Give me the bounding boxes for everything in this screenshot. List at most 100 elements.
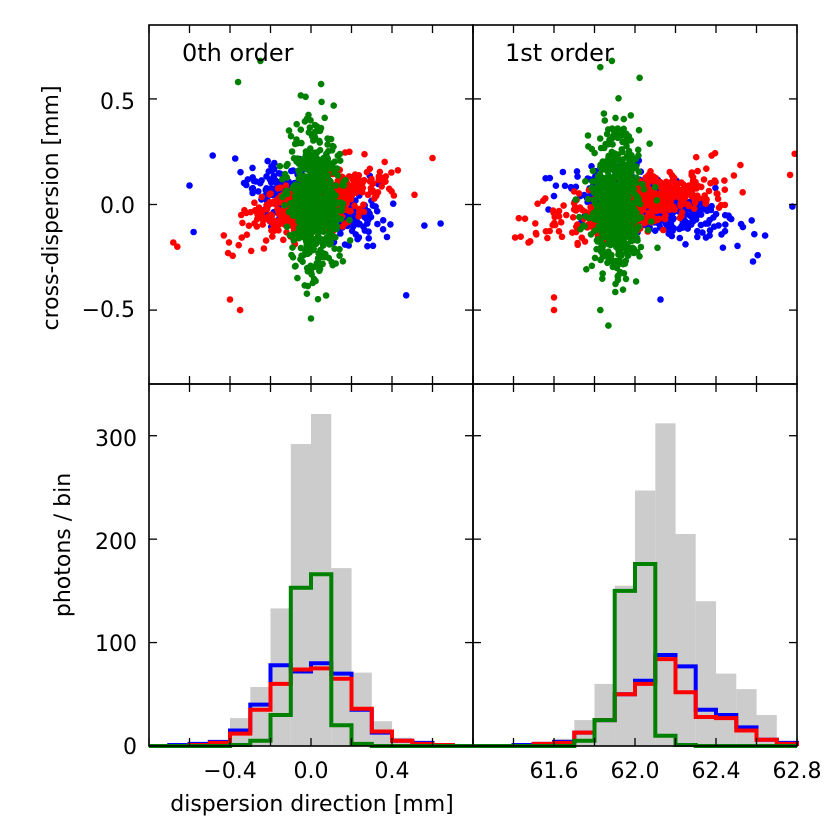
scatter-point-red [657, 183, 665, 191]
scatter-point-green [596, 135, 604, 142]
scatter-point-blue [374, 220, 381, 228]
scatter-point-blue [574, 173, 581, 180]
scatter-point-red [707, 179, 714, 187]
scatter-point-green [281, 202, 289, 209]
ytick-label-top: −0.5 [82, 298, 135, 323]
scatter-point-green [608, 57, 616, 65]
scatter-point-blue [379, 226, 387, 233]
scatter-point-green [614, 125, 621, 132]
scatter-point-red [266, 191, 273, 198]
scatter-point-green [336, 157, 344, 164]
scatter-point-green [314, 254, 322, 262]
scatter-point-green [654, 244, 661, 252]
scatter-point-green [623, 139, 630, 147]
scatter-point-red [251, 207, 259, 214]
scatter-point-green [634, 146, 642, 154]
scatter-point-green [323, 213, 331, 220]
scatter-point-blue [365, 235, 373, 242]
scatter-point-green [604, 126, 612, 133]
scatter-point-red [680, 181, 687, 188]
scatter-point-green [604, 259, 611, 267]
histogram-bar-total [736, 689, 757, 746]
scatter-point-green [589, 167, 597, 175]
scatter-point-green [288, 148, 296, 155]
xtick-label-0th: −0.4 [203, 759, 256, 784]
scatter-point-green [301, 178, 309, 186]
ytick-label-bottom: 0 [123, 735, 137, 760]
scatter-point-green [306, 220, 314, 227]
scatter-point-green [303, 212, 311, 219]
scatter-point-red [670, 174, 678, 182]
xtick-label-0th: 0.4 [375, 759, 410, 784]
scatter-point-red [715, 204, 723, 211]
scatter-point-red [695, 195, 702, 202]
scatter-point-red [542, 195, 549, 202]
scatter-point-green [577, 225, 584, 233]
scatter-point-green [330, 165, 338, 172]
scatter-point-green [635, 126, 643, 134]
scatter-point-green [619, 168, 626, 176]
scatter-point-green [311, 128, 319, 136]
scatter-point-blue [337, 230, 344, 237]
scatter-point-red [360, 201, 367, 208]
scatter-point-green [619, 286, 627, 294]
scatter-point-red [692, 153, 700, 161]
scatter-point-green [303, 148, 311, 156]
scatter-point-green [613, 264, 621, 272]
scatter-point-red [341, 220, 349, 227]
scatter-point-green [295, 234, 303, 242]
scatter-point-red [274, 205, 281, 213]
scatter-point-red [532, 229, 540, 237]
scatter-point-red [542, 228, 550, 235]
scatter-point-red [239, 219, 246, 227]
scatter-point-green [600, 194, 608, 202]
scatter-point-red [260, 245, 268, 252]
scatter-point-green [597, 63, 604, 71]
title-0th-order: 0th order [182, 39, 294, 67]
xtick-label-0th: 0.0 [294, 759, 329, 784]
scatter-point-blue [387, 221, 394, 228]
scatter-point-blue [651, 227, 659, 234]
scatter-point-green [615, 95, 622, 102]
scatter-point-green [310, 163, 318, 171]
scatter-point-green [314, 295, 322, 303]
scatter-point-green [584, 195, 592, 203]
ylabel-photons-per-bin: photons / bin [51, 473, 76, 617]
scatter-point-blue [268, 179, 275, 186]
scatter-point-green [291, 263, 299, 270]
scatter-point-green [615, 174, 623, 181]
scatter-point-green [324, 141, 331, 148]
scatter-point-green [298, 217, 305, 225]
scatter-point-green [599, 228, 607, 236]
scatter-point-green [632, 278, 640, 285]
scatter-point-green [302, 237, 310, 245]
scatter-point-green [346, 216, 353, 224]
scatter-point-red [361, 150, 368, 158]
histogram-bar-total [311, 414, 332, 746]
scatter-point-green [304, 158, 311, 165]
scatter-point-red [666, 168, 674, 176]
scatter-point-green [338, 207, 345, 214]
scatter-point-green [313, 172, 321, 179]
scatter-point-red [251, 220, 258, 227]
scatter-point-red [703, 165, 710, 172]
scatter-point-green [330, 102, 338, 109]
scatter-point-red [700, 176, 708, 183]
scatter-point-blue [761, 232, 769, 239]
scatter-point-green [310, 137, 317, 144]
histogram-bar-total [331, 568, 352, 746]
scatter-point-red [674, 187, 682, 195]
histogram-bar-total [655, 423, 676, 746]
scatter-point-green [618, 132, 626, 139]
scatter-point-green [618, 222, 625, 229]
scatter-point-green [318, 98, 325, 106]
scatter-point-green [601, 117, 609, 124]
scatter-point-green [614, 194, 621, 201]
scatter-point-green [299, 258, 306, 266]
scatter-point-blue [668, 232, 676, 240]
scatter-point-red [714, 190, 721, 198]
histogram-bar-total [614, 585, 635, 746]
scatter-point-green [337, 215, 345, 223]
scatter-point-green [319, 201, 327, 208]
scatter-point-red [791, 150, 797, 158]
